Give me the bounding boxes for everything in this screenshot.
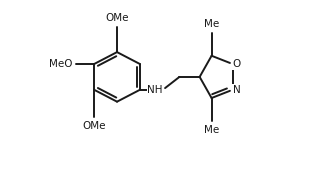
Text: Me: Me <box>204 125 219 135</box>
Text: OMe: OMe <box>82 121 106 131</box>
Text: N: N <box>233 85 240 95</box>
Text: MeO: MeO <box>49 59 73 69</box>
Text: O: O <box>233 59 241 69</box>
Text: Me: Me <box>204 19 219 29</box>
Text: OMe: OMe <box>105 13 129 23</box>
Text: NH: NH <box>147 85 163 95</box>
